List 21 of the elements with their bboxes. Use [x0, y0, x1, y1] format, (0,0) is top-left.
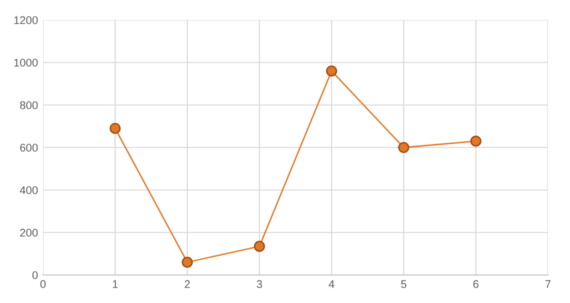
- y-tick-label: 600: [20, 144, 38, 152]
- point: [398, 142, 410, 154]
- y-tick-label: 1200: [14, 16, 38, 24]
- point: [110, 122, 121, 134]
- y-tick-label: 0: [32, 271, 38, 280]
- x-tick-label: 7: [545, 280, 551, 288]
- point: [182, 256, 193, 268]
- x-tick-label: 0: [40, 280, 46, 288]
- x-tick-label: 6: [473, 280, 478, 288]
- point: [254, 240, 265, 252]
- y-tick-label: 400: [20, 186, 38, 194]
- x-tick-label: 3: [256, 280, 262, 288]
- y-tick-label: 1000: [14, 58, 38, 67]
- y-tick-label: 800: [20, 101, 38, 110]
- x-tick-label: 2: [184, 280, 190, 288]
- x-tick-label: 1: [112, 280, 118, 288]
- point: [326, 65, 338, 77]
- x-tick-label: 5: [401, 280, 406, 288]
- point: [470, 136, 482, 147]
- y-tick-label: 200: [20, 228, 38, 237]
- x-tick-label: 4: [328, 280, 334, 288]
